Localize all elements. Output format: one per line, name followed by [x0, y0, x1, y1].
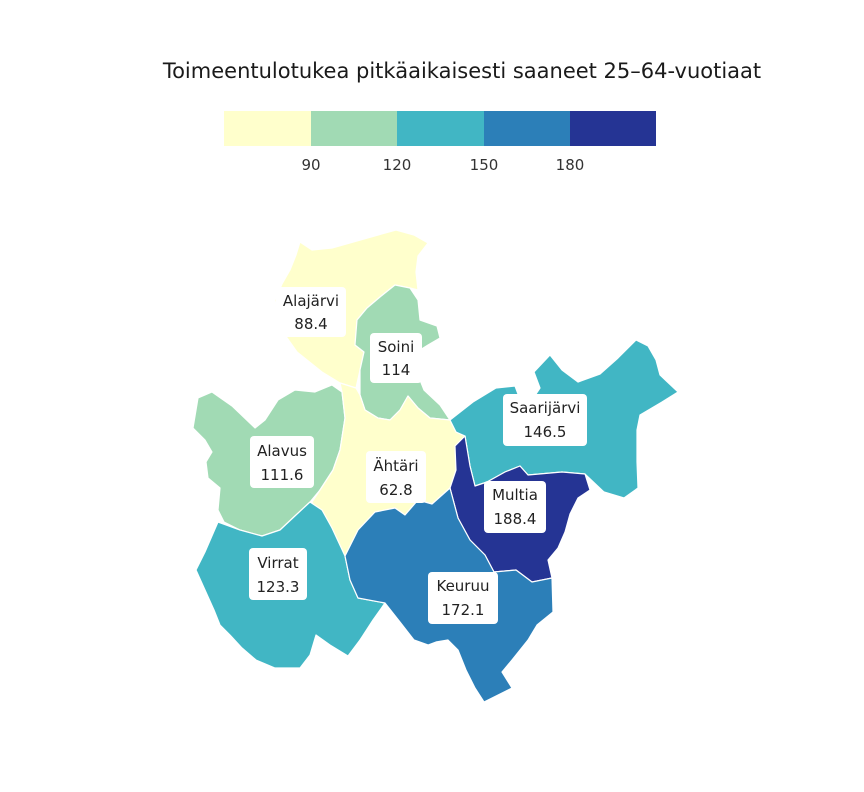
region-labels: Alajärvi 88.4 Soini 114 Alavus 111.6 Äht… — [249, 287, 587, 624]
legend-swatch-4 — [484, 111, 570, 146]
label-multia: Multia 188.4 — [484, 481, 546, 533]
region-value: 172.1 — [442, 601, 485, 619]
legend-swatch-1 — [224, 111, 311, 146]
region-name: Keuruu — [436, 577, 489, 595]
region-value: 62.8 — [379, 481, 412, 499]
region-value: 111.6 — [261, 466, 304, 484]
region-value: 88.4 — [294, 315, 327, 333]
region-value: 123.3 — [257, 578, 300, 596]
region-name: Alajärvi — [283, 292, 339, 310]
label-box — [428, 572, 498, 624]
label-ahtari: Ähtäri 62.8 — [366, 451, 426, 503]
region-value: 114 — [382, 361, 411, 379]
legend-swatch-3 — [397, 111, 484, 146]
label-box — [366, 451, 426, 503]
region-name: Alavus — [257, 442, 307, 460]
label-saarijarvi: Saarijärvi 146.5 — [503, 394, 587, 446]
region-name: Ähtäri — [373, 456, 418, 475]
legend: 90 120 150 180 — [224, 111, 656, 174]
legend-swatch-5 — [570, 111, 656, 146]
region-name: Saarijärvi — [510, 399, 581, 417]
label-box — [250, 436, 314, 488]
legend-swatch-2 — [311, 111, 397, 146]
map-title: Toimeentulotukea pitkäaikaisesti saaneet… — [162, 59, 761, 83]
region-value: 146.5 — [524, 423, 567, 441]
label-keuruu: Keuruu 172.1 — [428, 572, 498, 624]
label-box — [370, 333, 422, 383]
region-name: Virrat — [257, 554, 298, 572]
label-soini: Soini 114 — [370, 333, 422, 383]
legend-tick-1: 90 — [301, 156, 320, 174]
legend-tick-4: 180 — [556, 156, 585, 174]
legend-tick-2: 120 — [383, 156, 412, 174]
region-name: Soini — [378, 338, 415, 356]
label-virrat: Virrat 123.3 — [249, 548, 307, 600]
label-box — [249, 548, 307, 600]
label-box — [276, 287, 346, 337]
region-name: Multia — [492, 486, 538, 504]
region-value: 188.4 — [494, 510, 537, 528]
label-box — [503, 394, 587, 446]
label-alajarvi: Alajärvi 88.4 — [276, 287, 346, 337]
label-box — [484, 481, 546, 533]
legend-tick-3: 150 — [470, 156, 499, 174]
label-alavus: Alavus 111.6 — [250, 436, 314, 488]
